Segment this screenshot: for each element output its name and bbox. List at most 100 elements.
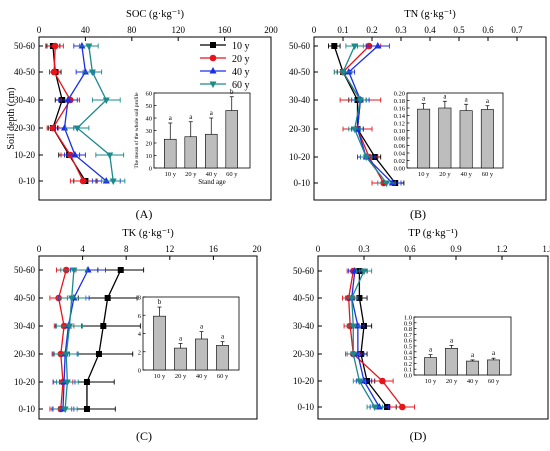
inset-significance-letter: a (465, 95, 469, 103)
marker-triangle (81, 68, 89, 75)
inset-x-axis-label: Stand age (198, 178, 225, 186)
series-10y (58, 267, 145, 412)
inset-y-tick-label: 0.1 (404, 367, 412, 374)
inset-y-tick-label: 0.02 (394, 158, 405, 165)
inset-significance-letter: a (210, 109, 214, 117)
series-line (52, 45, 86, 182)
marker-triangle (209, 67, 217, 74)
series-line (76, 45, 114, 182)
marker-inverted-triangle (88, 69, 96, 76)
marker-inverted-triangle (70, 267, 78, 274)
inset-bar (205, 133, 218, 169)
inset-x-tick-label: 60 y (482, 171, 494, 178)
y-tick-label: 10-20 (289, 152, 310, 162)
marker-triangle (345, 68, 353, 75)
inset-y-tick-label: 0.14 (394, 113, 406, 120)
x-tick-label: 0.3 (395, 25, 407, 35)
inset-significance-letter: a (450, 336, 454, 344)
inset-bar (487, 359, 500, 376)
marker-inverted-triangle (85, 43, 93, 50)
series-line (358, 271, 388, 408)
x-tick-label: 12 (165, 244, 174, 254)
y-tick-label: 0-10 (19, 404, 36, 414)
y-axis-label: Soil depth (cm) (6, 87, 17, 149)
y-tick-label: 10-20 (293, 376, 314, 386)
panel-b: 0 0.1 0.2 0.3 0.4 0.5 0.6 0.7 TN (g·kg⁻¹) 0-10 10-… (289, 9, 547, 221)
inset-y-tick-label: 0.5 (404, 344, 412, 351)
marker-inverted-triangle (209, 81, 217, 88)
inset-y-tick-label: 4 (138, 331, 142, 338)
axis-title: TN (g·kg⁻¹) (404, 9, 456, 20)
marker-inverted-triangle (349, 351, 357, 358)
y-tick-label: 20-30 (289, 124, 310, 134)
y-tick-label: 0-10 (19, 176, 36, 186)
marker-circle (379, 377, 386, 385)
marker-inverted-triangle (351, 126, 359, 133)
inset-bar (438, 107, 452, 169)
inset-significance-letter: a (179, 335, 183, 343)
inset-y-tick-label: 2 (138, 349, 141, 356)
inset-x-tick-label: 40 y (206, 171, 218, 178)
inset-x-tick-label: 40 y (196, 373, 208, 380)
x-tick-label: 4 (80, 244, 85, 254)
x-tick-label: 160 (218, 25, 232, 35)
series-60y (345, 268, 383, 411)
x-tick-label: 16 (209, 244, 219, 254)
x-tick-label: 0.7 (511, 25, 523, 35)
marker-inverted-triangle (66, 323, 74, 330)
inset-y-tick-label: 1.0 (404, 315, 412, 322)
plot-frame (38, 36, 272, 201)
x-tick-label: 0.6 (404, 244, 416, 254)
inset-x-tick-label: 20 y (446, 378, 458, 385)
marker-circle (50, 68, 58, 76)
y-tick-label: 30-40 (14, 95, 35, 105)
inset-bar (445, 348, 458, 376)
marker-inverted-triangle (351, 43, 359, 50)
series-line (333, 45, 396, 184)
plot-frame (317, 255, 549, 420)
y-tick-label: 40-50 (14, 293, 35, 303)
inset-bar (466, 360, 479, 376)
y-tick-label: 30-40 (289, 95, 310, 105)
x-tick-label: 80 (127, 25, 137, 35)
inset-x-tick-label: 20 y (175, 373, 187, 380)
x-tick-label: 0.4 (424, 25, 436, 35)
marker-inverted-triangle (362, 154, 370, 161)
marker-square (331, 43, 338, 49)
x-tick-label: 40 (81, 25, 91, 35)
series-60y (52, 267, 88, 413)
marker-square (210, 42, 216, 48)
inset-x-tick-label: 10 y (418, 171, 430, 178)
inset-x-tick-label: 20 y (185, 171, 197, 178)
inset-y-tick-label: 0.6 (404, 338, 413, 345)
series-line (63, 45, 107, 182)
marker-inverted-triangle (355, 378, 363, 385)
marker-triangle (71, 151, 79, 158)
marker-inverted-triangle (61, 406, 69, 413)
inset-y-tick-label: 0.20 (394, 91, 405, 98)
series-10y (45, 43, 98, 184)
marker-inverted-triangle (63, 379, 71, 386)
inset-y-tick-label: 0.18 (394, 98, 405, 105)
x-tick-label: 0 (37, 25, 42, 35)
marker-inverted-triangle (68, 295, 76, 302)
marker-circle (79, 177, 87, 185)
inset-y-tick-label: 0.3 (404, 355, 412, 362)
x-tick-label: 20 (253, 244, 263, 254)
y-tick-label: 0-10 (294, 178, 311, 188)
marker-square (83, 406, 90, 412)
marker-inverted-triangle (348, 295, 356, 302)
inset-y-tick-label: 10 (146, 153, 153, 160)
y-tick-label: 30-40 (14, 321, 35, 331)
legend-label: 20 y (232, 54, 250, 65)
x-tick-label: 0.6 (482, 25, 494, 35)
x-tick-label: 8 (124, 244, 129, 254)
inset-bar (195, 338, 208, 371)
inset-y-tick-label: 8 (138, 295, 141, 302)
marker-inverted-triangle (109, 178, 117, 185)
inset-significance-letter: a (200, 323, 204, 331)
series-line (57, 269, 67, 410)
marker-inverted-triangle (339, 69, 347, 76)
